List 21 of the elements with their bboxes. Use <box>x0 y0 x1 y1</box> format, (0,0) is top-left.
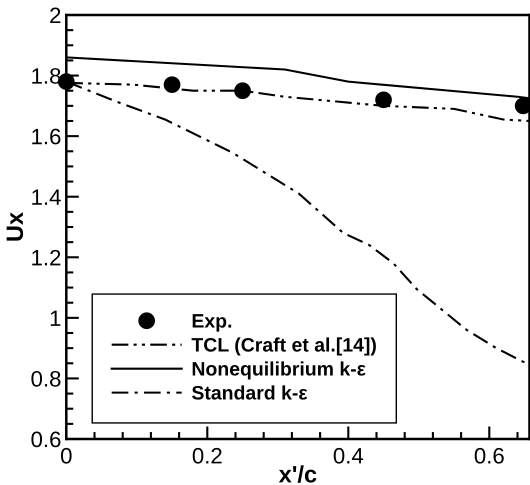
legend-label: Standard k-ε <box>192 385 308 400</box>
x-tick-label: 0.6 <box>474 448 504 464</box>
y-axis-title: Ux <box>6 212 24 241</box>
y-tick-label: 1.6 <box>32 128 60 144</box>
point <box>234 82 251 100</box>
point <box>375 91 392 108</box>
x-tick-label: 0.2 <box>192 448 222 464</box>
point <box>514 98 530 114</box>
y-tick-label: 0.8 <box>31 370 60 387</box>
y-tick-label: 0.6 <box>31 432 60 448</box>
x-axis-title: x'/c <box>278 465 316 483</box>
legend-label: TCL (Craft et al.[14]) <box>192 337 376 356</box>
point <box>164 76 180 93</box>
y-tick-label: 1 <box>50 310 60 326</box>
y-tick-label: 1.2 <box>32 250 60 266</box>
x-tick-label: 0 <box>60 448 72 464</box>
y-tick-label: 2 <box>50 8 60 24</box>
y-tick-label: 1.4 <box>32 189 61 205</box>
legend-label: Exp. <box>192 314 232 332</box>
x-tick-label: 0.4 <box>334 448 364 464</box>
legend-label: Nonequilibrium k-ε <box>192 361 366 380</box>
